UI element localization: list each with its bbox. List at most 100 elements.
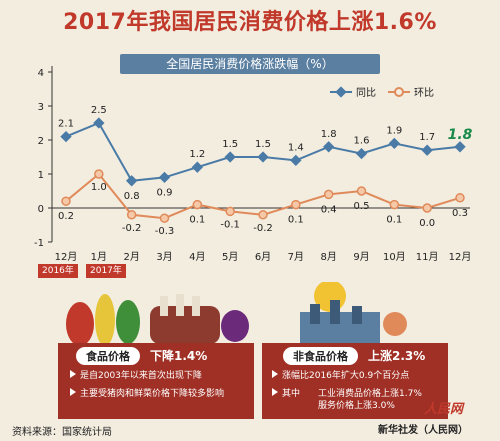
point-yoy bbox=[126, 175, 138, 187]
nonfood-sub-line-2: 服务价格上涨3.0% bbox=[318, 401, 395, 411]
point-yoy bbox=[323, 141, 335, 153]
label-yoy: 1.8 bbox=[321, 129, 337, 140]
nonfood-sub-line-1: 工业消费品价格上涨1.7% bbox=[318, 389, 422, 399]
point-yoy bbox=[93, 117, 105, 129]
label-mom: 0.1 bbox=[288, 215, 304, 226]
label-mom: -0.1 bbox=[220, 219, 240, 230]
label-mom: 0.0 bbox=[419, 218, 435, 229]
x-tick-label: 3月 bbox=[156, 251, 172, 263]
x-tick-label: 11月 bbox=[416, 251, 439, 263]
x-tick-label: 4月 bbox=[189, 251, 205, 263]
x-tick-label: 1月 bbox=[91, 251, 107, 263]
label-yoy: 1.8 bbox=[448, 127, 473, 143]
point-mom bbox=[61, 196, 71, 206]
legend-label-1: 环比 bbox=[414, 87, 434, 99]
point-yoy bbox=[388, 137, 400, 150]
x-tick-label: 6月 bbox=[255, 251, 271, 263]
point-yoy bbox=[224, 151, 236, 163]
label-yoy: 0.8 bbox=[124, 191, 140, 202]
year-label-2017: 2017年 bbox=[86, 264, 126, 278]
bullet-arrow-icon bbox=[272, 370, 278, 378]
label-mom: 0.5 bbox=[354, 201, 370, 212]
label-yoy: 1.5 bbox=[255, 139, 271, 150]
x-tick-label: 9月 bbox=[353, 251, 369, 263]
legend-marker-0 bbox=[335, 86, 347, 98]
point-mom bbox=[356, 186, 367, 196]
point-mom bbox=[94, 169, 104, 179]
point-mom bbox=[422, 203, 432, 213]
label-yoy: 1.6 bbox=[354, 136, 370, 147]
label-mom: -0.2 bbox=[122, 223, 142, 234]
point-yoy bbox=[60, 130, 72, 143]
y-tick-label: -1 bbox=[34, 238, 44, 249]
food-bullet-1: 是自2003年以来首次出现下降 bbox=[70, 370, 250, 382]
label-mom: 0.2 bbox=[58, 211, 74, 222]
x-tick-label: 7月 bbox=[288, 251, 304, 263]
bullet-arrow-icon bbox=[272, 388, 278, 396]
nonfood-price-pill: 非食品价格 bbox=[283, 347, 358, 365]
point-mom bbox=[389, 199, 400, 210]
point-mom bbox=[159, 213, 170, 223]
food-bullet-text-2: 主要受猪肉和鲜菜价格下降较多影响 bbox=[80, 389, 225, 399]
label-mom: 0.1 bbox=[189, 215, 205, 226]
label-yoy: 1.9 bbox=[386, 125, 402, 136]
x-tick-label: 10月 bbox=[383, 251, 406, 263]
food-bullet-2: 主要受猪肉和鲜菜价格下降较多影响 bbox=[70, 388, 250, 400]
point-mom bbox=[192, 199, 203, 210]
point-mom bbox=[323, 189, 334, 200]
nonfood-sub-label: 其中 bbox=[272, 388, 312, 400]
food-price-change: 下降1.4% bbox=[150, 349, 208, 363]
label-yoy: 0.9 bbox=[157, 187, 173, 198]
label-mom: -0.2 bbox=[253, 223, 273, 234]
label-mom: 0.1 bbox=[386, 215, 402, 226]
label-yoy: 1.7 bbox=[419, 132, 435, 143]
point-yoy bbox=[158, 171, 171, 184]
point-yoy bbox=[355, 147, 368, 160]
nonfood-sub-label-text: 其中 bbox=[282, 389, 301, 399]
agency-credit: 新华社发（人民网） bbox=[378, 425, 468, 436]
label-mom: 0.3 bbox=[452, 208, 468, 219]
y-tick-label: 1 bbox=[38, 170, 44, 181]
point-mom bbox=[291, 199, 301, 210]
food-price-pill: 食品价格 bbox=[76, 347, 140, 365]
x-tick-label: 12月 bbox=[55, 251, 78, 263]
point-yoy bbox=[257, 151, 269, 163]
point-mom bbox=[455, 193, 465, 203]
x-tick-label: 8月 bbox=[320, 251, 336, 263]
chart-subtitle: 全国居民消费价格涨跌幅（%） bbox=[120, 54, 380, 74]
x-tick-label: 12月 bbox=[449, 251, 472, 263]
nonfood-price-change: 上涨2.3% bbox=[368, 349, 426, 363]
label-mom: 0.4 bbox=[321, 204, 337, 215]
bullet-arrow-icon bbox=[70, 370, 76, 378]
point-yoy bbox=[454, 141, 466, 153]
label-yoy: 2.5 bbox=[91, 105, 107, 116]
people-daily-logo: 人民网 bbox=[424, 402, 464, 417]
legend-marker-1 bbox=[394, 87, 404, 97]
label-yoy: 2.1 bbox=[58, 119, 74, 130]
label-mom: 1.0 bbox=[91, 182, 107, 193]
point-mom bbox=[258, 210, 268, 220]
label-mom: -0.3 bbox=[155, 226, 175, 237]
food-industry-illustration bbox=[66, 282, 407, 346]
point-yoy bbox=[421, 144, 433, 156]
food-bullet-text-1: 是自2003年以来首次出现下降 bbox=[80, 371, 202, 381]
data-source: 资料来源：国家统计局 bbox=[12, 427, 112, 438]
cpi-line-chart: -1 0 1 2 3 4 12月 1月 2月 3月 4月 5月 6月 7月 8月 9月 10月 11月 12月 同比 环… bbox=[34, 66, 473, 263]
label-yoy: 1.2 bbox=[189, 149, 205, 160]
point-yoy bbox=[191, 161, 203, 173]
y-tick-label: 3 bbox=[38, 102, 44, 113]
page-title: 2017年我国居民消费价格上涨1.6% bbox=[63, 10, 437, 35]
x-tick-label: 5月 bbox=[222, 251, 238, 263]
y-tick-label: 4 bbox=[38, 68, 44, 79]
legend-label-0: 同比 bbox=[356, 87, 376, 99]
label-yoy: 1.4 bbox=[288, 142, 304, 153]
year-label-2016: 2016年 bbox=[38, 264, 78, 278]
bullet-arrow-icon bbox=[70, 388, 76, 396]
x-tick-label: 2月 bbox=[123, 251, 139, 263]
y-tick-label: 0 bbox=[38, 204, 44, 215]
label-yoy: 1.5 bbox=[222, 139, 238, 150]
point-mom bbox=[126, 210, 137, 220]
point-mom bbox=[225, 206, 235, 217]
point-yoy bbox=[290, 154, 302, 167]
nonfood-bullet-text-1: 涨幅比2016年扩大0.9个百分点 bbox=[282, 371, 410, 381]
